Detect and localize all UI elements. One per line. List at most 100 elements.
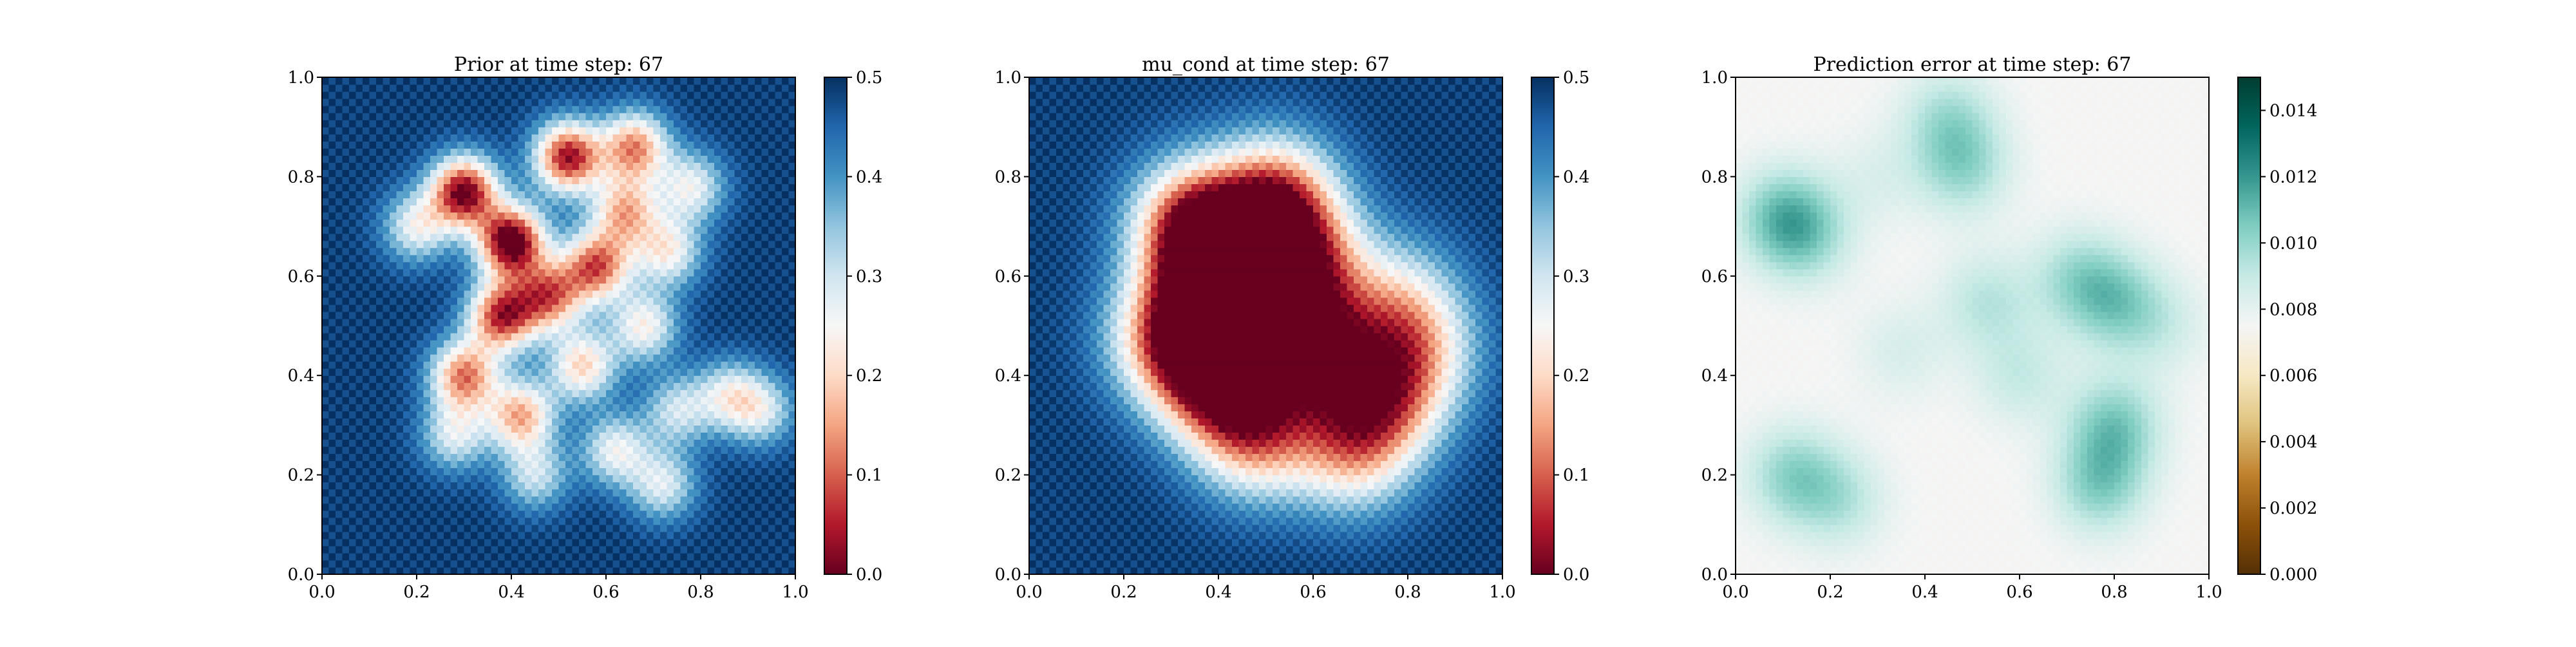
heatmap-cell [505, 191, 512, 198]
heatmap-cell [592, 113, 600, 120]
heatmap-cell [336, 553, 343, 561]
heatmap-cell [573, 262, 580, 270]
heatmap-cell [782, 241, 789, 248]
heatmap-cell [349, 276, 356, 284]
heatmap-cell [660, 326, 667, 333]
heatmap-cell [538, 319, 545, 326]
heatmap-cell [498, 155, 505, 163]
heatmap-cell [491, 106, 498, 113]
heatmap-cell [565, 432, 573, 440]
heatmap-cell [464, 446, 471, 454]
heatmap-cell [592, 262, 600, 270]
heatmap-cell [728, 290, 735, 298]
heatmap-cell [592, 404, 600, 411]
heatmap-cell [606, 468, 613, 476]
colorbar-tick-label: 0.1 [856, 466, 882, 485]
heatmap-cell [674, 482, 681, 490]
heatmap-cell [518, 305, 526, 312]
heatmap-cell [728, 532, 735, 539]
heatmap-cell [464, 141, 471, 149]
heatmap-cell [647, 183, 654, 191]
heatmap-cell [505, 255, 512, 263]
heatmap-cell [586, 525, 593, 532]
heatmap-cell [1029, 305, 1036, 312]
heatmap-cell [721, 539, 728, 547]
heatmap-cell [538, 375, 545, 383]
heatmap-cell [647, 382, 654, 390]
heatmap-cell [613, 162, 620, 170]
heatmap-cell [356, 397, 363, 404]
heatmap-cell [437, 361, 444, 369]
heatmap-cell [397, 482, 404, 490]
heatmap-cell [322, 354, 329, 362]
heatmap-cell [437, 227, 444, 234]
heatmap-cell [592, 297, 600, 305]
heatmap-cell [748, 425, 755, 433]
heatmap-cell [627, 375, 634, 383]
heatmap-cell [410, 134, 417, 142]
heatmap-cell [552, 91, 559, 99]
heatmap-cell [545, 375, 553, 383]
heatmap-cell [741, 340, 748, 348]
heatmap-cell [559, 148, 566, 156]
heatmap-cell [573, 120, 580, 127]
heatmap-cell [789, 454, 796, 462]
heatmap-cell [545, 326, 553, 333]
heatmap-cell [478, 141, 485, 149]
heatmap-cell [471, 227, 478, 234]
heatmap-cell [424, 276, 431, 284]
heatmap-cell [343, 169, 350, 177]
heatmap-cell [329, 368, 336, 376]
heatmap-cell [721, 511, 728, 518]
heatmap-cell [701, 106, 708, 113]
heatmap-cell [768, 432, 775, 440]
heatmap-cell [505, 162, 512, 170]
heatmap-cell [518, 546, 526, 554]
heatmap-cell [511, 567, 518, 575]
heatmap-cell [640, 262, 647, 270]
heatmap-cell [681, 127, 688, 135]
heatmap-cell [606, 375, 613, 383]
heatmap-cell [701, 248, 708, 256]
heatmap-cell [430, 468, 437, 476]
heatmap-cell [708, 234, 715, 241]
heatmap-cell [545, 183, 553, 191]
heatmap-cell [708, 134, 715, 142]
heatmap-cell [701, 220, 708, 227]
heatmap-cell [532, 262, 539, 270]
heatmap-cell [681, 212, 688, 220]
heatmap-cell [491, 489, 498, 497]
heatmap-cell [478, 404, 485, 411]
heatmap-cell [478, 425, 485, 433]
heatmap-cell [363, 312, 370, 319]
heatmap-cell [735, 454, 742, 462]
heatmap-cell [606, 84, 613, 92]
heatmap-cell [545, 234, 553, 241]
heatmap-cell [322, 326, 329, 333]
heatmap-cell [532, 98, 539, 106]
heatmap-cell [586, 503, 593, 511]
heatmap-cell [573, 220, 580, 227]
heatmap-cell [545, 475, 553, 483]
heatmap-cell [437, 475, 444, 483]
heatmap-cell [478, 198, 485, 205]
heatmap-cell [660, 439, 667, 447]
heatmap-cell [762, 326, 769, 333]
heatmap-cell [538, 290, 545, 298]
heatmap-cell [451, 212, 458, 220]
heatmap-cell [430, 553, 437, 561]
heatmap-cell [545, 106, 553, 113]
heatmap-cell [741, 439, 748, 447]
heatmap-cell [620, 567, 627, 575]
heatmap-cell [457, 446, 464, 454]
heatmap-cell [370, 162, 377, 170]
heatmap-cell [627, 425, 634, 433]
heatmap-cell [403, 84, 410, 92]
heatmap-cell [782, 319, 789, 326]
heatmap-cell [491, 567, 498, 575]
heatmap-cell [667, 439, 674, 447]
heatmap-cell [728, 262, 735, 270]
heatmap-cell [329, 91, 336, 99]
heatmap-cell [728, 368, 735, 376]
heatmap-cell [735, 312, 742, 319]
